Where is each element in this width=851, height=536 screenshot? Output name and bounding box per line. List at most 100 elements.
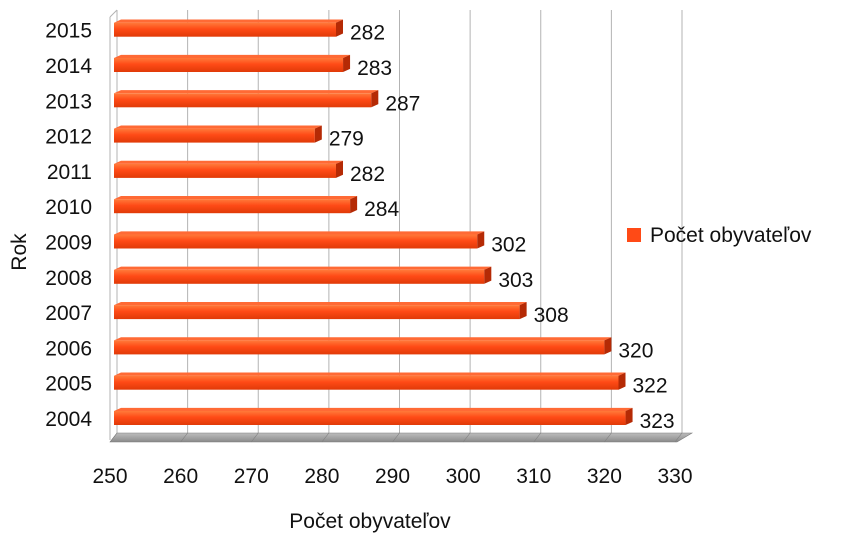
- data-label: 287: [385, 92, 420, 115]
- floor-plane: [109, 432, 694, 443]
- bar: [114, 160, 343, 178]
- data-label: 283: [357, 57, 392, 80]
- bar-top-face: [114, 90, 379, 94]
- bar: [114, 407, 633, 425]
- y-tick-label: 2011: [47, 161, 92, 184]
- bar-front-face: [114, 269, 485, 284]
- y-tick-label: 2010: [45, 196, 92, 219]
- bar: [114, 19, 343, 37]
- bar-top-face: [114, 196, 358, 200]
- bar-end-face: [618, 372, 626, 390]
- x-tick-label: 310: [516, 465, 551, 488]
- data-label: 303: [498, 269, 533, 292]
- y-axis-tick-labels: 2004 2005 2006 2007 2008 2009 2010 2011 2012 2013…: [45, 20, 92, 431]
- x-axis-title: Počet obyvateľov: [289, 510, 451, 533]
- bar: [114, 196, 358, 214]
- bars: [114, 19, 633, 425]
- x-tick-label: 330: [657, 465, 692, 488]
- bar-top-face: [114, 372, 626, 376]
- legend-swatch: [627, 228, 641, 242]
- y-tick-label: 2012: [45, 126, 92, 149]
- bar-end-face: [625, 407, 633, 425]
- bar-end-face: [350, 196, 358, 214]
- bar: [114, 125, 322, 143]
- legend-label: Počet obyvateľov: [650, 224, 812, 247]
- bar-front-face: [114, 199, 351, 214]
- bar-top-face: [114, 19, 343, 23]
- bar: [114, 337, 612, 355]
- y-tick-label: 2007: [45, 302, 92, 325]
- y-tick-label: 2015: [45, 20, 92, 43]
- bar: [114, 54, 351, 72]
- x-tick-label: 320: [587, 465, 622, 488]
- bar-front-face: [114, 411, 626, 425]
- floor-gridline: [604, 432, 612, 443]
- bar-top-face: [114, 160, 343, 164]
- bar-end-face: [477, 231, 485, 249]
- y-tick-label: 2004: [45, 408, 92, 431]
- bar-end-face: [519, 301, 527, 320]
- data-label: 282: [350, 22, 385, 45]
- bar-top-face: [114, 125, 322, 129]
- bar-top-face: [114, 231, 485, 235]
- bar-front-face: [114, 163, 336, 178]
- bar-front-face: [114, 93, 372, 108]
- data-label: 279: [329, 128, 364, 151]
- x-tick-label: 250: [92, 465, 127, 488]
- bar-top-face: [114, 266, 492, 270]
- data-label: 322: [633, 375, 668, 398]
- bar-end-face: [343, 54, 351, 72]
- floor-gridline: [251, 432, 259, 443]
- bar-front-face: [114, 234, 478, 249]
- bar-end-face: [336, 160, 343, 178]
- bar-front-face: [114, 305, 520, 320]
- bar-end-face: [484, 266, 492, 284]
- bar-end-face: [371, 90, 379, 108]
- bar-top-face: [114, 407, 633, 411]
- x-tick-label: 280: [304, 465, 339, 488]
- bar-front-face: [114, 128, 315, 143]
- bar-end-face: [604, 337, 612, 355]
- y-tick-label: 2008: [45, 267, 92, 290]
- bar-top-face: [114, 337, 612, 341]
- y-tick-label: 2014: [45, 55, 92, 78]
- back-wall-corner: [109, 9, 118, 18]
- floor-gridline: [533, 432, 541, 443]
- bar-front-face: [114, 375, 619, 390]
- bar-front-face: [114, 340, 605, 355]
- bar-top-face: [114, 301, 527, 306]
- bar: [114, 301, 527, 320]
- data-label: 320: [618, 339, 653, 362]
- x-tick-label: 290: [375, 465, 410, 488]
- data-label: 302: [491, 234, 526, 257]
- x-tick-label: 260: [163, 465, 198, 488]
- data-label: 323: [640, 410, 675, 433]
- legend: Počet obyvateľov: [627, 224, 812, 247]
- y-tick-label: 2009: [45, 232, 92, 255]
- floor-gridline: [109, 432, 118, 443]
- y-tick-label: 2006: [45, 337, 92, 360]
- data-label: 282: [350, 163, 385, 186]
- chart-floor: [109, 432, 694, 443]
- bar: [114, 266, 492, 284]
- floor-gridline: [392, 432, 400, 443]
- floor-gridline: [674, 432, 683, 443]
- bar: [114, 231, 485, 249]
- y-axis-title: Rok: [8, 233, 31, 271]
- bar-end-face: [336, 19, 343, 37]
- bar-top-face: [114, 54, 351, 58]
- bar: [114, 372, 626, 390]
- y-tick-label: 2005: [45, 373, 92, 396]
- bar: [114, 90, 379, 108]
- bar-front-face: [114, 58, 344, 72]
- data-label: 284: [364, 198, 399, 221]
- x-tick-label: 270: [234, 465, 269, 488]
- bar-front-face: [114, 22, 336, 37]
- gridlines: [109, 9, 683, 440]
- y-tick-label: 2013: [45, 90, 92, 113]
- x-axis-tick-labels: 250 260 270 280 290 300 310 320 330: [92, 465, 692, 488]
- x-tick-label: 300: [446, 465, 481, 488]
